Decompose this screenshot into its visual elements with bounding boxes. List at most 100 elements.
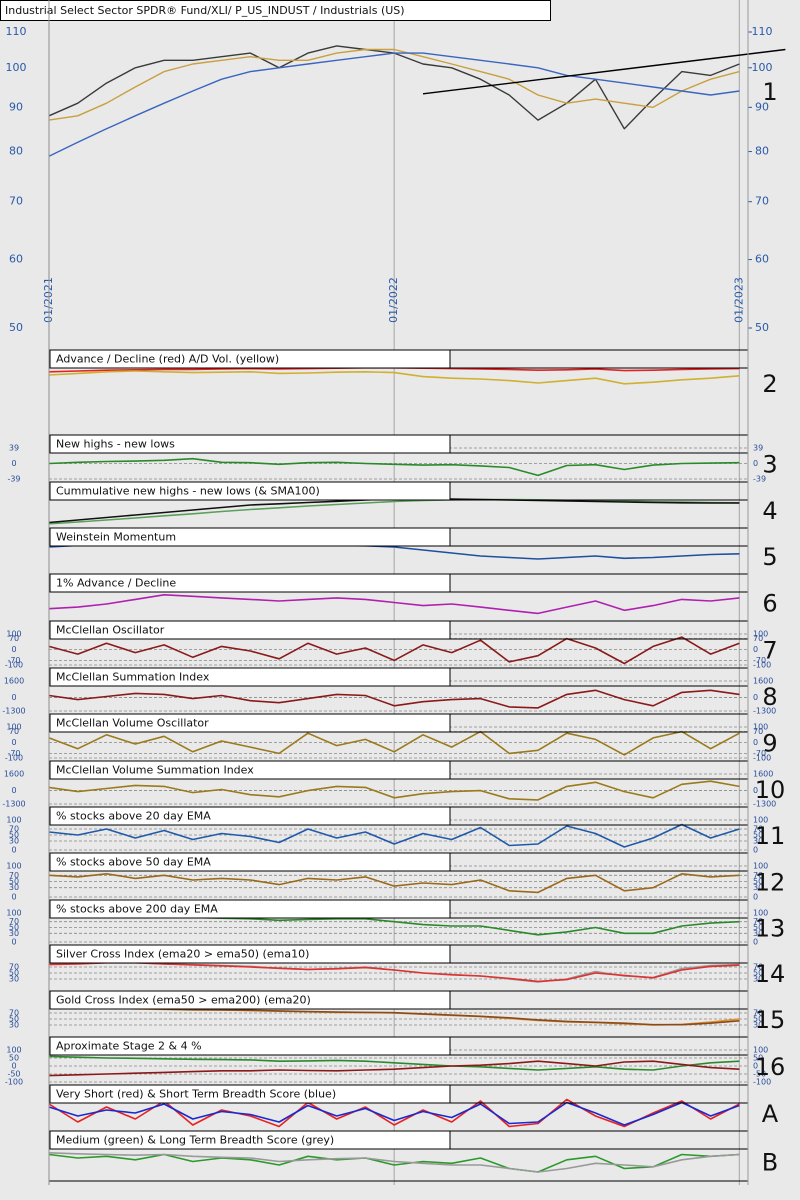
series-line xyxy=(48,48,740,121)
y-tick-label: 0 xyxy=(11,1062,16,1071)
title-box xyxy=(49,349,451,369)
y-tick-label-right: 70 xyxy=(753,917,763,926)
y-tick-label-right: 30 xyxy=(753,837,763,846)
series-line xyxy=(48,594,740,615)
series-line xyxy=(48,1152,740,1173)
panel-title: Weinstein Momentum xyxy=(56,531,176,544)
title-box xyxy=(49,990,451,1010)
y-tick-label-right: 50 xyxy=(753,1015,763,1024)
series-line xyxy=(48,1055,740,1071)
title-box xyxy=(49,944,451,964)
title-box xyxy=(49,1036,451,1056)
y-tick-label-right: 50 xyxy=(753,831,763,840)
y-tick-label-right: 0 xyxy=(753,459,758,468)
panel-number: A xyxy=(762,1100,779,1128)
chart-title: Industrial Select Sector SPDR® Fund/XLI/… xyxy=(5,4,405,17)
y-tick-label: 100 xyxy=(6,723,21,732)
y-tick-label: -39 xyxy=(7,475,20,484)
panel-title: New highs - new lows xyxy=(56,438,175,451)
panel-title: McClellan Volume Summation Index xyxy=(56,764,254,777)
y-tick-label-right: 0 xyxy=(753,1062,758,1071)
y-tick-label: 100 xyxy=(6,1046,21,1055)
y-tick-label: 30 xyxy=(9,883,19,892)
y-tick-label-right: 0 xyxy=(753,645,758,654)
y-tick-label-right: -100 xyxy=(753,661,771,670)
y-tick-label: 60 xyxy=(9,253,23,266)
panel-number: 5 xyxy=(762,543,777,571)
y-tick-label-right: 70 xyxy=(753,825,763,834)
panel-number: 13 xyxy=(755,915,786,943)
y-tick-label: 0 xyxy=(11,893,16,902)
y-tick-label: 1600 xyxy=(4,677,24,686)
x-tick-label: 01/2023 xyxy=(732,277,745,323)
y-tick-label-right: 100 xyxy=(753,723,768,732)
y-tick-label-right: 60 xyxy=(755,253,769,266)
y-tick-label-right: -1300 xyxy=(753,707,776,716)
y-tick-label-right: 39 xyxy=(753,444,763,453)
panel-number: 6 xyxy=(762,590,777,618)
panel-title: McClellan Oscillator xyxy=(56,624,165,637)
y-tick-label: 70 xyxy=(9,825,19,834)
y-tick-label: 90 xyxy=(9,100,23,113)
y-tick-label-right: -50 xyxy=(753,1070,766,1079)
series-line xyxy=(48,1060,740,1077)
y-tick-label-right: -70 xyxy=(753,656,766,665)
y-tick-label: 30 xyxy=(9,975,19,984)
y-tick-label-right: 0 xyxy=(753,786,758,795)
y-tick-label-right: 110 xyxy=(752,25,773,38)
y-tick-label-right: 0 xyxy=(753,893,758,902)
y-tick-label-right: -100 xyxy=(753,1078,771,1087)
title-box xyxy=(49,527,451,547)
panel-number: 4 xyxy=(762,497,777,525)
panel-title: 1% Advance / Decline xyxy=(56,577,176,590)
series-line xyxy=(48,457,740,477)
y-tick-label-right: 100 xyxy=(752,61,773,74)
y-tick-label: 50 xyxy=(9,969,19,978)
y-tick-label-right: 0 xyxy=(753,938,758,947)
panel-number: 1 xyxy=(762,78,777,106)
y-tick-label: 100 xyxy=(6,862,21,871)
y-tick-label: 70 xyxy=(9,963,19,972)
panel-title: Aproximate Stage 2 & 4 % xyxy=(56,1040,202,1053)
panel-title: Advance / Decline (red) A/D Vol. (yellow… xyxy=(56,353,279,366)
panel-number: 3 xyxy=(762,451,777,479)
series-line xyxy=(48,370,740,385)
title-box xyxy=(0,0,551,21)
y-tick-label: 110 xyxy=(6,25,27,38)
y-tick-label-right: 50 xyxy=(753,1054,763,1063)
panel-number: 8 xyxy=(762,683,777,711)
y-tick-label: 70 xyxy=(9,917,19,926)
y-tick-label-right: -70 xyxy=(753,749,766,758)
y-tick-label: 0 xyxy=(11,645,16,654)
y-tick-label: 0 xyxy=(11,786,16,795)
y-tick-label: 70 xyxy=(9,1009,19,1018)
y-tick-label-right: 90 xyxy=(755,100,769,113)
panel-number: B xyxy=(762,1149,778,1177)
y-tick-label: 100 xyxy=(6,816,21,825)
y-tick-label-right: 70 xyxy=(753,1009,763,1018)
y-tick-label-right: 30 xyxy=(753,975,763,984)
title-box xyxy=(49,573,451,593)
y-tick-label-right: 100 xyxy=(753,909,768,918)
y-tick-label-right: 80 xyxy=(755,145,769,158)
title-box xyxy=(49,806,451,826)
series-line xyxy=(48,52,740,157)
y-tick-label: 0 xyxy=(11,693,16,702)
y-tick-label: -100 xyxy=(5,1078,23,1087)
panel-number: 15 xyxy=(755,1006,786,1034)
y-tick-label-right: 100 xyxy=(753,816,768,825)
series-line xyxy=(48,689,740,709)
y-tick-label-right: 50 xyxy=(753,923,763,932)
y-tick-label: -100 xyxy=(5,661,23,670)
series-line xyxy=(48,823,740,848)
y-tick-label-right: 100 xyxy=(753,630,768,639)
panel-title: Silver Cross Index (ema20 > ema50) (ema1… xyxy=(56,948,309,961)
series-line xyxy=(48,636,740,665)
panel-number: 2 xyxy=(762,370,777,398)
title-box xyxy=(49,899,451,919)
title-box xyxy=(49,1130,451,1150)
y-tick-label: -70 xyxy=(7,656,20,665)
y-tick-label-right: 50 xyxy=(753,969,763,978)
panel-title: % stocks above 50 day EMA xyxy=(56,856,211,869)
y-tick-label-right: 1600 xyxy=(753,770,773,779)
